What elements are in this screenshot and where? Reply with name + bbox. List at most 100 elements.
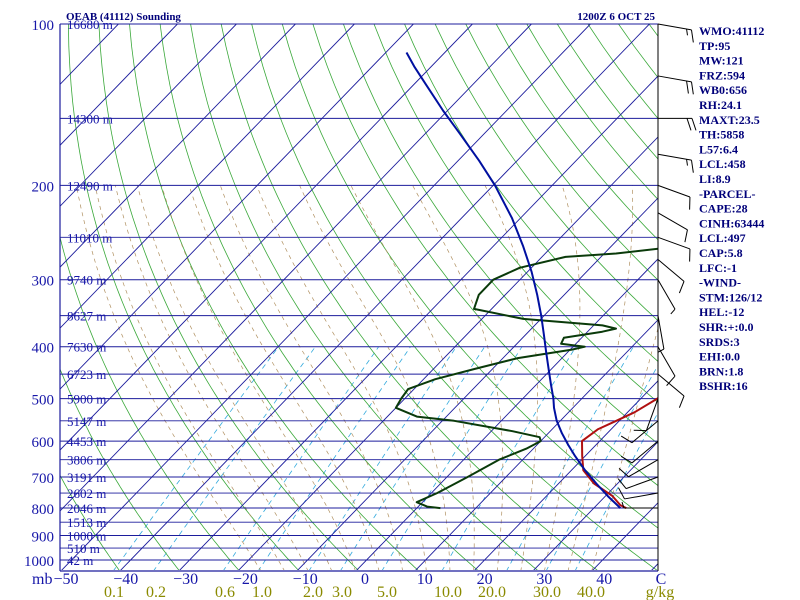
- height-label: 14300 m: [67, 111, 113, 126]
- mixing-ratio-unit-label: g/kg: [646, 584, 674, 600]
- moist-adiabat: [136, 185, 332, 570]
- isotherm: [533, 441, 658, 570]
- wind-barb: [618, 487, 659, 500]
- index-line: STM:126/12: [699, 290, 762, 304]
- temperature-tick-label: −40: [113, 571, 138, 588]
- temperature-unit-label: C: [656, 571, 667, 588]
- pressure-tick-label: 800: [32, 502, 55, 518]
- height-label: 5147 m: [67, 414, 106, 429]
- chart-title: OEAB (41112) Sounding: [66, 11, 181, 23]
- height-label: 6723 m: [67, 367, 106, 382]
- pressure-tick-label: 500: [32, 393, 55, 409]
- mixing-ratio-label: 0.1: [104, 584, 124, 600]
- height-label: 9740 m: [67, 273, 106, 288]
- temperature-profile: [581, 396, 658, 509]
- index-line: L57:6.4: [699, 142, 738, 156]
- index-line: TP:95: [699, 39, 730, 53]
- moist-adiabat: [256, 185, 427, 570]
- mixing-ratio-line: [258, 346, 411, 570]
- index-line: HEL:-12: [699, 305, 744, 319]
- height-label: 11010 m: [67, 230, 112, 245]
- wind-barb: [617, 476, 659, 490]
- height-label: 2046 m: [67, 501, 106, 516]
- pressure-tick-label: 300: [32, 274, 55, 290]
- isotherm: [61, 24, 591, 570]
- isobar-lines: [59, 23, 658, 572]
- dry-adiabat: [60, 368, 180, 570]
- dry-adiabat: [220, 24, 598, 570]
- mixing-ratio-label: 2.0: [303, 584, 323, 600]
- index-line: FRZ:594: [699, 68, 745, 82]
- index-line: BRN:1.8: [699, 364, 743, 378]
- index-line: RH:24.1: [699, 98, 742, 112]
- wind-barb: [618, 459, 659, 478]
- index-line: BSHR:16: [699, 379, 748, 393]
- mixing-ratio-line: [575, 411, 658, 570]
- moist-adiabat: [591, 326, 658, 570]
- temperature-tick-label: 30: [536, 571, 552, 588]
- wind-barb: [657, 315, 665, 353]
- isotherm: [60, 24, 532, 512]
- temperature-tick-label: −20: [233, 571, 258, 588]
- dry-adiabat: [281, 24, 658, 529]
- isotherm: [60, 24, 296, 268]
- mixing-ratio-label: 3.0: [332, 584, 352, 600]
- mixing-ratio-label: 5.0: [377, 584, 397, 600]
- pressure-tick-label: 200: [32, 179, 55, 195]
- wind-barb: [657, 346, 676, 386]
- dry-adiabat: [312, 24, 658, 487]
- dry-adiabat: [343, 24, 658, 445]
- temperature-tick-label: −10: [293, 571, 318, 588]
- dry-adiabat: [159, 24, 479, 570]
- isotherm: [120, 24, 650, 570]
- mixing-ratio-line: [223, 346, 380, 570]
- dry-adiabat: [98, 24, 359, 570]
- height-label: 1513 m: [67, 515, 106, 530]
- height-label: 4453 m: [67, 434, 106, 449]
- dry-adiabat: [60, 235, 240, 570]
- index-line: -WIND-: [699, 276, 741, 290]
- height-label: 2602 m: [67, 486, 106, 501]
- pressure-tick-label: 700: [32, 471, 55, 487]
- temperature-tick-label: 10: [417, 571, 433, 588]
- isotherm: [60, 24, 355, 329]
- moist-adiabat: [188, 185, 380, 570]
- index-line: MAXT:23.5: [699, 113, 760, 127]
- pressure-unit-label: mb: [32, 571, 52, 588]
- pressure-tick-label: 600: [32, 435, 55, 451]
- index-line: SRDS:3: [699, 335, 740, 349]
- mixing-ratio-line: [113, 346, 279, 570]
- isotherm: [60, 24, 237, 207]
- chart-datetime: 1200Z 6 OCT 25: [577, 11, 655, 23]
- moist-adiabat: [161, 185, 356, 570]
- index-line: CAP:5.8: [699, 246, 743, 260]
- dry-adiabat: [68, 24, 299, 570]
- mixing-ratio-line: [309, 346, 457, 570]
- pressure-tick-label: 100: [32, 18, 55, 34]
- mixing-ratio-line: [442, 346, 577, 570]
- height-label: 5900 m: [67, 392, 106, 407]
- mixing-ratio-label: 30.0: [533, 584, 561, 600]
- wind-barb: [620, 420, 659, 444]
- index-line: -PARCEL-: [699, 187, 755, 201]
- dry-adiabat: [434, 24, 658, 322]
- isotherm: [60, 24, 178, 146]
- wind-barb: [657, 23, 694, 43]
- isotherm: [474, 380, 658, 570]
- index-line: EHI:0.0: [699, 350, 740, 364]
- mixing-ratio-line: [340, 346, 486, 570]
- height-label: 510 m: [67, 541, 100, 556]
- dry-adiabat: [465, 24, 658, 281]
- wind-barb: [657, 279, 676, 315]
- mixing-ratio-label: 1.0: [252, 584, 272, 600]
- index-line: CINH:63444: [699, 216, 764, 230]
- moist-adiabat: [299, 185, 451, 570]
- wind-barb: [620, 440, 659, 464]
- isotherm-lines: [60, 24, 658, 570]
- isotherm: [238, 136, 658, 570]
- wind-barb: [657, 153, 694, 173]
- temperature-tick-label: −30: [173, 571, 198, 588]
